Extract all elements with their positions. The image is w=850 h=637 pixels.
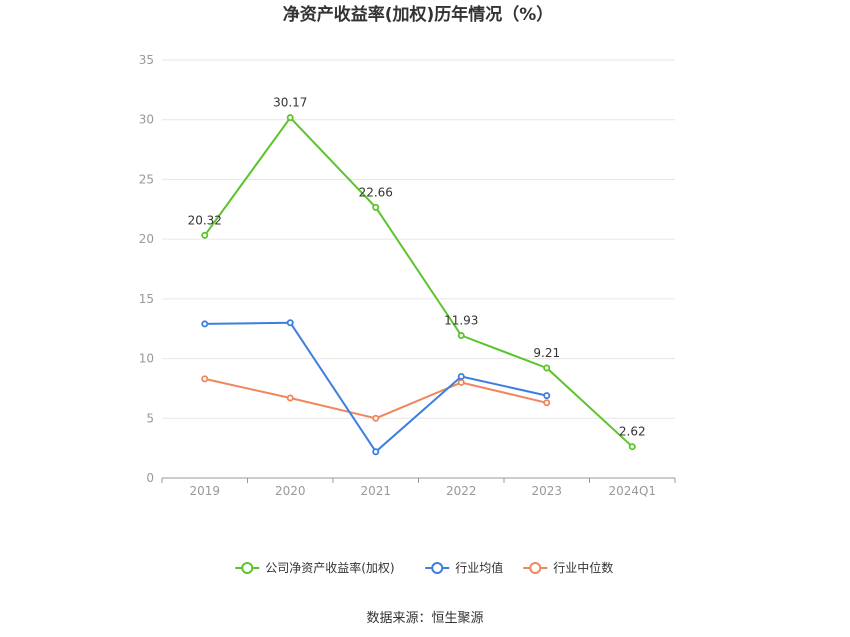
y-tick-label: 0 <box>146 471 154 485</box>
legend-item[interactable]: 行业均值 <box>425 560 503 575</box>
legend-label: 公司净资产收益率(加权) <box>265 560 394 575</box>
data-point <box>543 364 551 372</box>
y-tick-label: 25 <box>139 172 154 186</box>
data-point <box>628 443 636 451</box>
legend-marker <box>431 562 444 574</box>
x-tick-label: 2019 <box>189 484 220 498</box>
data-point <box>372 203 380 211</box>
x-tick-label: 2024Q1 <box>608 484 656 498</box>
data-point <box>201 231 209 239</box>
series-2 <box>201 375 551 422</box>
data-point <box>286 394 294 402</box>
data-point <box>457 332 465 340</box>
y-tick-label: 35 <box>139 53 154 67</box>
series-0: 20.32 30.17 22.66 11.93 9.21 2.62 <box>188 96 646 451</box>
data-label: 30.17 <box>273 96 307 110</box>
x-tick-label: 2022 <box>446 484 477 498</box>
chart-title: 净资产收益率(加权)历年情况（%） <box>283 4 554 25</box>
legend-marker <box>241 562 254 574</box>
data-point <box>286 114 294 122</box>
data-label: 9.21 <box>533 346 560 360</box>
legend-marker <box>529 562 542 574</box>
series-line <box>204 321 548 453</box>
series-layer: 20.32 30.17 22.66 11.93 9.21 2.62 <box>188 96 646 456</box>
legend[interactable]: 公司净资产收益率(加权) 行业均值 行业中位数 <box>235 560 613 575</box>
data-point <box>457 372 465 380</box>
data-label: 20.32 <box>188 213 222 227</box>
grid-lines <box>162 59 675 419</box>
data-point <box>543 392 551 400</box>
data-source: 数据来源：恒生聚源 <box>366 611 483 626</box>
data-label: 11.93 <box>444 314 478 328</box>
legend-item[interactable]: 公司净资产收益率(加权) <box>235 560 395 575</box>
series-line <box>203 116 633 448</box>
axes: 0 5 10 15 20 25 30 35 2019 2020 2021 2022 2023 2024Q1 <box>139 53 676 498</box>
data-label: 22.66 <box>359 185 393 199</box>
data-point <box>286 319 294 327</box>
x-tick-label: 2020 <box>275 484 306 498</box>
data-label: 2.62 <box>619 425 646 439</box>
legend-label: 行业中位数 <box>553 560 613 575</box>
data-point <box>201 375 209 383</box>
y-tick-label: 10 <box>139 352 154 366</box>
data-point <box>457 378 465 386</box>
y-tick-label: 5 <box>146 411 154 425</box>
series-1 <box>201 319 551 456</box>
y-tick-label: 30 <box>139 113 154 127</box>
legend-item[interactable]: 行业中位数 <box>523 560 613 575</box>
legend-label: 行业均值 <box>455 560 503 575</box>
y-tick-label: 20 <box>139 232 154 246</box>
data-point <box>372 448 380 456</box>
data-point <box>543 399 551 407</box>
y-tick-label: 15 <box>139 292 154 306</box>
x-tick-label: 2023 <box>531 484 562 498</box>
x-tick-label: 2021 <box>360 484 391 498</box>
data-point <box>201 320 209 328</box>
data-point <box>372 414 380 422</box>
